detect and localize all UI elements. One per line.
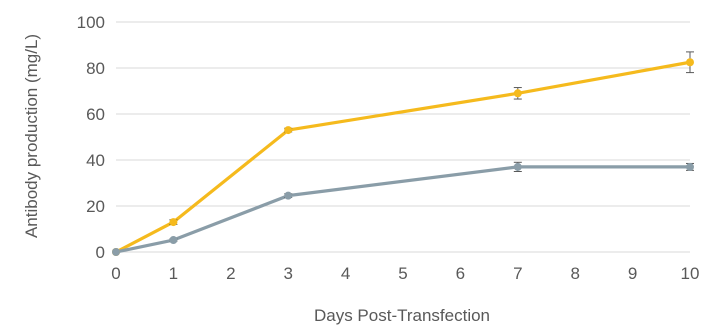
y-axis-title: Antibody production (mg/L) <box>22 34 41 238</box>
gridlines <box>116 21 690 207</box>
data-point <box>513 89 522 98</box>
x-tick-label: 1 <box>169 264 178 283</box>
x-tick-label: 3 <box>283 264 292 283</box>
x-axis-title: Days Post-Transfection <box>314 306 490 325</box>
x-tick-label: 5 <box>398 264 407 283</box>
series-line-1 <box>114 60 692 254</box>
series-lines <box>114 60 692 254</box>
data-point <box>686 58 694 67</box>
x-tick-label: 8 <box>570 264 579 283</box>
y-tick-label: 0 <box>96 243 105 262</box>
data-point <box>284 191 293 200</box>
x-tick-label: 10 <box>681 264 700 283</box>
x-tick-label: 6 <box>456 264 465 283</box>
x-tick-label: 9 <box>628 264 637 283</box>
data-point <box>169 236 178 245</box>
x-tick-label: 2 <box>226 264 235 283</box>
data-point <box>513 162 522 171</box>
x-tick-label: 4 <box>341 264 350 283</box>
tick-labels: 0 20 40 60 80 100 0 1 2 3 4 5 6 7 8 9 10 <box>77 13 700 283</box>
data-point <box>686 162 694 171</box>
y-tick-label: 80 <box>86 59 105 78</box>
series-line-2 <box>114 165 692 254</box>
y-tick-label: 20 <box>86 197 105 216</box>
x-tick-label: 7 <box>513 264 522 283</box>
y-tick-label: 40 <box>86 151 105 170</box>
data-point <box>112 248 120 256</box>
y-tick-label: 60 <box>86 105 105 124</box>
y-tick-label: 100 <box>77 13 105 32</box>
data-point <box>169 218 178 227</box>
x-tick-label: 0 <box>111 264 120 283</box>
data-points <box>112 58 694 256</box>
data-point <box>284 126 293 135</box>
